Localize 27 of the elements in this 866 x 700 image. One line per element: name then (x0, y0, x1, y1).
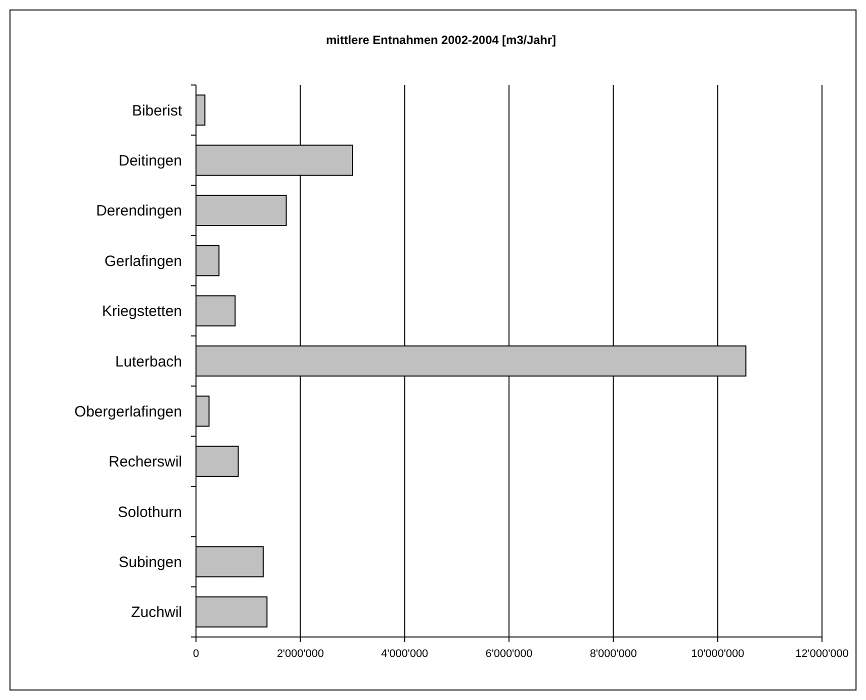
x-tick-label: 8'000'000 (590, 648, 637, 660)
x-tick-label: 10'000'000 (691, 648, 744, 660)
y-tick-label: Deitingen (118, 152, 182, 170)
bar (196, 396, 210, 427)
y-tick-label: Subingen (118, 554, 182, 571)
y-tick-label: Biberist (132, 102, 183, 120)
chart-title: mittlere Entnahmen 2002-2004 [m3/Jahr] (326, 33, 556, 47)
x-tick-label: 4'000'000 (381, 648, 428, 660)
y-tick-label: Gerlafingen (104, 252, 182, 270)
bar (196, 245, 220, 276)
y-tick-label: Luterbach (115, 353, 182, 370)
x-tick-label: 6'000'000 (485, 648, 533, 660)
y-tick-label: Obergerlafingen (74, 403, 182, 420)
x-tick-label: 12'000'000 (795, 648, 849, 660)
bar (196, 295, 236, 326)
x-tick-label: 0 (192, 648, 200, 660)
y-tick-label: Derendingen (96, 202, 182, 220)
y-tick-label: Solothurn (118, 504, 182, 521)
y-tick-label: Recherswil (108, 454, 182, 471)
bar (196, 446, 239, 477)
y-tick-label: Zuchwil (131, 604, 182, 622)
bar (196, 546, 264, 578)
bar (196, 194, 287, 226)
bar (196, 596, 268, 628)
y-tick-label: Kriegstetten (102, 303, 182, 320)
x-tick-label: 2'000'000 (276, 648, 324, 660)
bar (196, 94, 206, 126)
